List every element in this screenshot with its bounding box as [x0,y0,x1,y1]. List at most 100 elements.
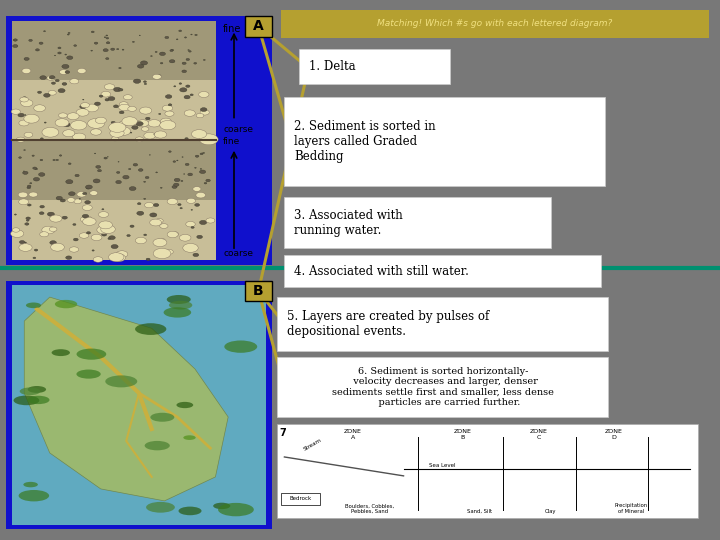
Ellipse shape [129,187,136,191]
Ellipse shape [51,82,55,84]
Ellipse shape [24,114,26,116]
Ellipse shape [169,301,192,309]
Ellipse shape [20,97,29,102]
Ellipse shape [44,93,50,97]
Ellipse shape [101,223,112,230]
Ellipse shape [24,57,30,60]
Text: coarse: coarse [223,125,253,134]
Ellipse shape [85,104,99,112]
Ellipse shape [101,225,115,233]
Ellipse shape [106,58,109,59]
Bar [277,357,608,417]
Ellipse shape [194,63,197,64]
Ellipse shape [83,192,87,195]
Ellipse shape [55,119,69,127]
Ellipse shape [102,228,107,232]
Ellipse shape [58,89,65,93]
Ellipse shape [194,167,197,168]
Ellipse shape [39,173,45,177]
Ellipse shape [179,30,181,32]
Ellipse shape [156,75,161,78]
Ellipse shape [200,168,202,170]
Ellipse shape [184,96,190,99]
Ellipse shape [53,159,55,161]
Ellipse shape [196,113,204,118]
Bar [12,21,216,80]
Ellipse shape [106,37,109,39]
Ellipse shape [185,163,189,166]
Ellipse shape [58,47,61,49]
Ellipse shape [191,34,192,35]
Ellipse shape [213,503,230,509]
Ellipse shape [168,104,172,106]
Ellipse shape [199,91,209,98]
Ellipse shape [14,395,40,405]
Ellipse shape [111,48,114,50]
Ellipse shape [123,176,129,179]
Ellipse shape [83,218,96,225]
Bar [12,21,216,260]
Ellipse shape [50,243,64,251]
Ellipse shape [150,413,174,422]
Ellipse shape [63,123,70,127]
Ellipse shape [138,168,143,171]
Ellipse shape [181,180,183,181]
Ellipse shape [186,58,189,60]
Bar [277,424,698,518]
Ellipse shape [90,191,98,195]
Ellipse shape [39,42,43,44]
Ellipse shape [145,117,150,120]
Ellipse shape [145,202,154,208]
Ellipse shape [92,250,94,251]
Ellipse shape [58,113,67,118]
Text: 5. Layers are created by pulses of
depositional events.: 5. Layers are created by pulses of depos… [287,310,490,338]
Ellipse shape [120,102,128,107]
Ellipse shape [154,131,166,138]
Ellipse shape [95,117,107,124]
Ellipse shape [106,35,108,36]
Ellipse shape [188,173,192,176]
Ellipse shape [24,114,39,123]
Ellipse shape [127,106,136,111]
Ellipse shape [67,34,69,35]
Ellipse shape [169,59,175,63]
Ellipse shape [171,232,179,237]
Ellipse shape [153,204,159,207]
Text: 1. Delta: 1. Delta [309,59,356,73]
Ellipse shape [179,507,202,515]
Ellipse shape [12,109,20,114]
Ellipse shape [97,226,111,234]
Text: Stream: Stream [302,437,323,452]
Ellipse shape [69,247,78,252]
Ellipse shape [91,129,102,135]
Ellipse shape [67,198,75,202]
Text: fine: fine [223,24,242,35]
Ellipse shape [49,227,57,232]
Ellipse shape [105,375,138,387]
Ellipse shape [18,113,24,117]
Ellipse shape [68,163,71,165]
Bar [6,16,272,265]
Ellipse shape [104,37,106,38]
Ellipse shape [144,83,147,85]
Ellipse shape [155,51,157,52]
Ellipse shape [145,441,170,450]
Ellipse shape [13,44,18,48]
Ellipse shape [67,113,79,120]
Ellipse shape [19,240,25,244]
Ellipse shape [40,212,44,214]
Ellipse shape [40,205,45,208]
Ellipse shape [29,192,37,197]
Bar [245,281,272,301]
Ellipse shape [156,172,158,173]
Ellipse shape [204,183,207,184]
Ellipse shape [165,36,168,38]
Ellipse shape [104,157,107,159]
Ellipse shape [118,161,119,162]
Ellipse shape [135,323,166,335]
Ellipse shape [12,228,19,232]
Ellipse shape [112,137,119,141]
Ellipse shape [102,208,104,210]
Bar [281,10,709,38]
Ellipse shape [183,244,198,252]
